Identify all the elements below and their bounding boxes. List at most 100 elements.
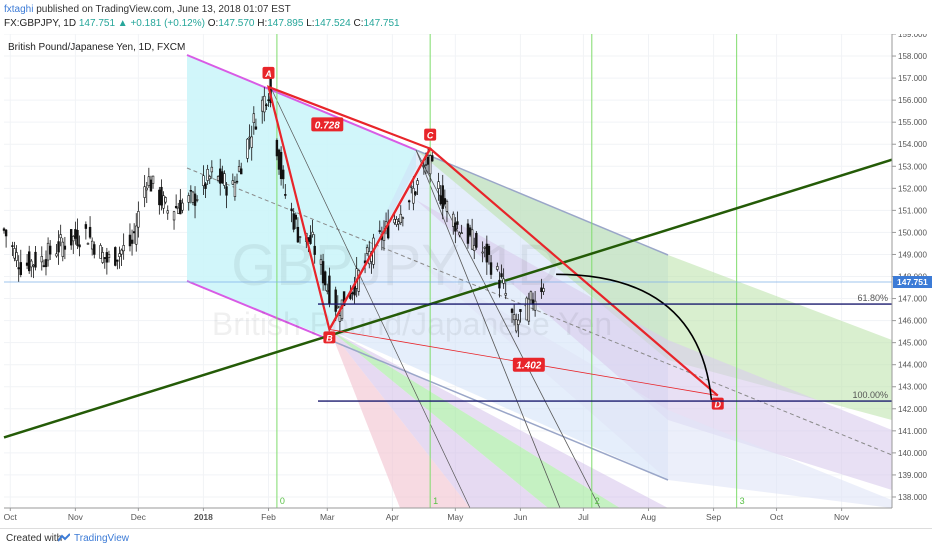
time-zone-label: 0 xyxy=(280,496,285,506)
candle-body xyxy=(290,208,293,212)
candle-body xyxy=(11,245,14,247)
candle-body xyxy=(221,171,224,184)
candle-body xyxy=(311,231,314,235)
fib-level-label: 61.80% xyxy=(857,293,888,303)
candle-body xyxy=(460,232,463,234)
ohlc-close-label: C: xyxy=(353,18,364,29)
candle-body xyxy=(55,253,58,257)
candle-body xyxy=(88,226,92,238)
candle-body xyxy=(25,262,29,266)
price-tick-label: 156.000 xyxy=(898,96,927,105)
candle-body xyxy=(263,95,266,113)
candle-body xyxy=(4,229,8,237)
price-tick-label: 150.000 xyxy=(898,228,927,237)
publish-line: fxtaghi published on TradingView.com, Ju… xyxy=(4,4,291,15)
candle-body xyxy=(298,236,302,238)
candle-body xyxy=(294,214,298,220)
candle-body xyxy=(529,291,533,301)
candle-body xyxy=(61,241,64,257)
candle-body xyxy=(525,297,528,321)
candle-body xyxy=(414,191,417,195)
candle-body xyxy=(48,245,52,255)
ohlc-open-label: O: xyxy=(207,18,219,29)
candle-body xyxy=(216,176,220,181)
candle-body xyxy=(533,300,537,311)
candle-body xyxy=(441,185,444,209)
candle-body xyxy=(231,180,235,185)
candle-body xyxy=(275,139,279,157)
candle-body xyxy=(128,234,132,247)
candle-body xyxy=(422,165,426,167)
price-tick-label: 145.000 xyxy=(898,339,927,348)
candle-body xyxy=(210,166,214,173)
candle-body xyxy=(323,271,327,286)
candle-body xyxy=(76,230,79,246)
candle-body xyxy=(439,195,442,205)
candle-body xyxy=(206,168,209,181)
candle-body xyxy=(44,259,48,268)
ratio-badge xyxy=(311,117,344,132)
candle-body xyxy=(74,229,77,239)
candle-body xyxy=(246,138,249,159)
price-tick-label: 157.000 xyxy=(898,74,927,83)
candle-body xyxy=(179,199,182,215)
pattern-point-badge xyxy=(424,128,437,141)
candle-body xyxy=(103,257,106,260)
pattern-point-badge xyxy=(323,331,336,344)
candle-body xyxy=(515,319,518,332)
price-tick-label: 149.000 xyxy=(898,250,927,259)
candle-body xyxy=(504,293,507,296)
candle-body xyxy=(399,213,402,224)
time-axis[interactable]: Oct Nov Dec 2018 Feb Mar Apr May Jun Jul Aug Sep Oct… xyxy=(4,507,892,522)
candle-body xyxy=(284,194,287,196)
candle-body xyxy=(162,195,165,209)
price-tick-label: 158.000 xyxy=(898,52,927,61)
time-tick-label: Jun xyxy=(514,512,528,522)
candle-body xyxy=(456,221,459,225)
candle-body xyxy=(32,264,35,267)
tradingview-brand[interactable]: TradingView xyxy=(74,533,130,544)
median-line xyxy=(186,167,893,456)
last-price-label: 147.751 xyxy=(897,277,928,287)
candle-body xyxy=(240,168,243,175)
time-tick-label: Mar xyxy=(320,512,335,522)
symbol-label[interactable]: FX:GBPJPY, 1D xyxy=(4,18,77,29)
symbol-info-line: FX:GBPJPY, 1D 147.751 ▲ +0.181 (+0.12%) … xyxy=(4,18,400,29)
candle-body xyxy=(265,104,268,107)
harmonic-pattern[interactable]: A B C D 0.728 1.402 xyxy=(262,66,724,410)
time-zone-label: 3 xyxy=(740,496,745,506)
candle-body xyxy=(252,113,256,124)
time-tick-label: Aug xyxy=(641,512,656,522)
channel-edge-lower xyxy=(329,339,669,481)
candle-body xyxy=(519,309,522,312)
price-tick-label: 152.000 xyxy=(898,184,927,193)
candle-body xyxy=(78,244,81,248)
candle-body xyxy=(407,200,411,203)
candle-body xyxy=(250,136,253,148)
candle-body xyxy=(233,182,237,197)
fib-time-zones: 0 1 2 3 xyxy=(276,34,745,508)
candle-body xyxy=(107,254,111,259)
candle-body xyxy=(164,197,167,203)
tradingview-logo-icon[interactable] xyxy=(58,533,70,543)
candle-body xyxy=(235,180,239,183)
author-link[interactable]: fxtaghi xyxy=(4,4,34,15)
candle-body xyxy=(204,183,207,189)
price-tick-label: 147.000 xyxy=(898,295,927,304)
ohlc-close-value: 147.751 xyxy=(363,18,400,29)
pitchfork-lower-band xyxy=(416,260,892,508)
pattern-point-label-b: B xyxy=(326,333,333,343)
price-tick-label: 138.000 xyxy=(898,493,927,502)
pitchfork-cyan-zone xyxy=(187,55,416,337)
fib-retracement-levels: 61.80% 100.00% xyxy=(318,293,892,402)
price-axis[interactable]: 138.000 139.000 140.000 141.000 142.000 143.0… xyxy=(891,30,932,508)
candle-body xyxy=(313,245,316,255)
fan-line-3 xyxy=(271,89,471,509)
candle-body xyxy=(99,245,102,259)
candle-body xyxy=(336,306,339,308)
candle-body xyxy=(426,156,430,165)
candle-body xyxy=(473,245,476,251)
candle-body xyxy=(319,259,323,265)
footer-bar: Created with TradingView xyxy=(0,528,932,551)
